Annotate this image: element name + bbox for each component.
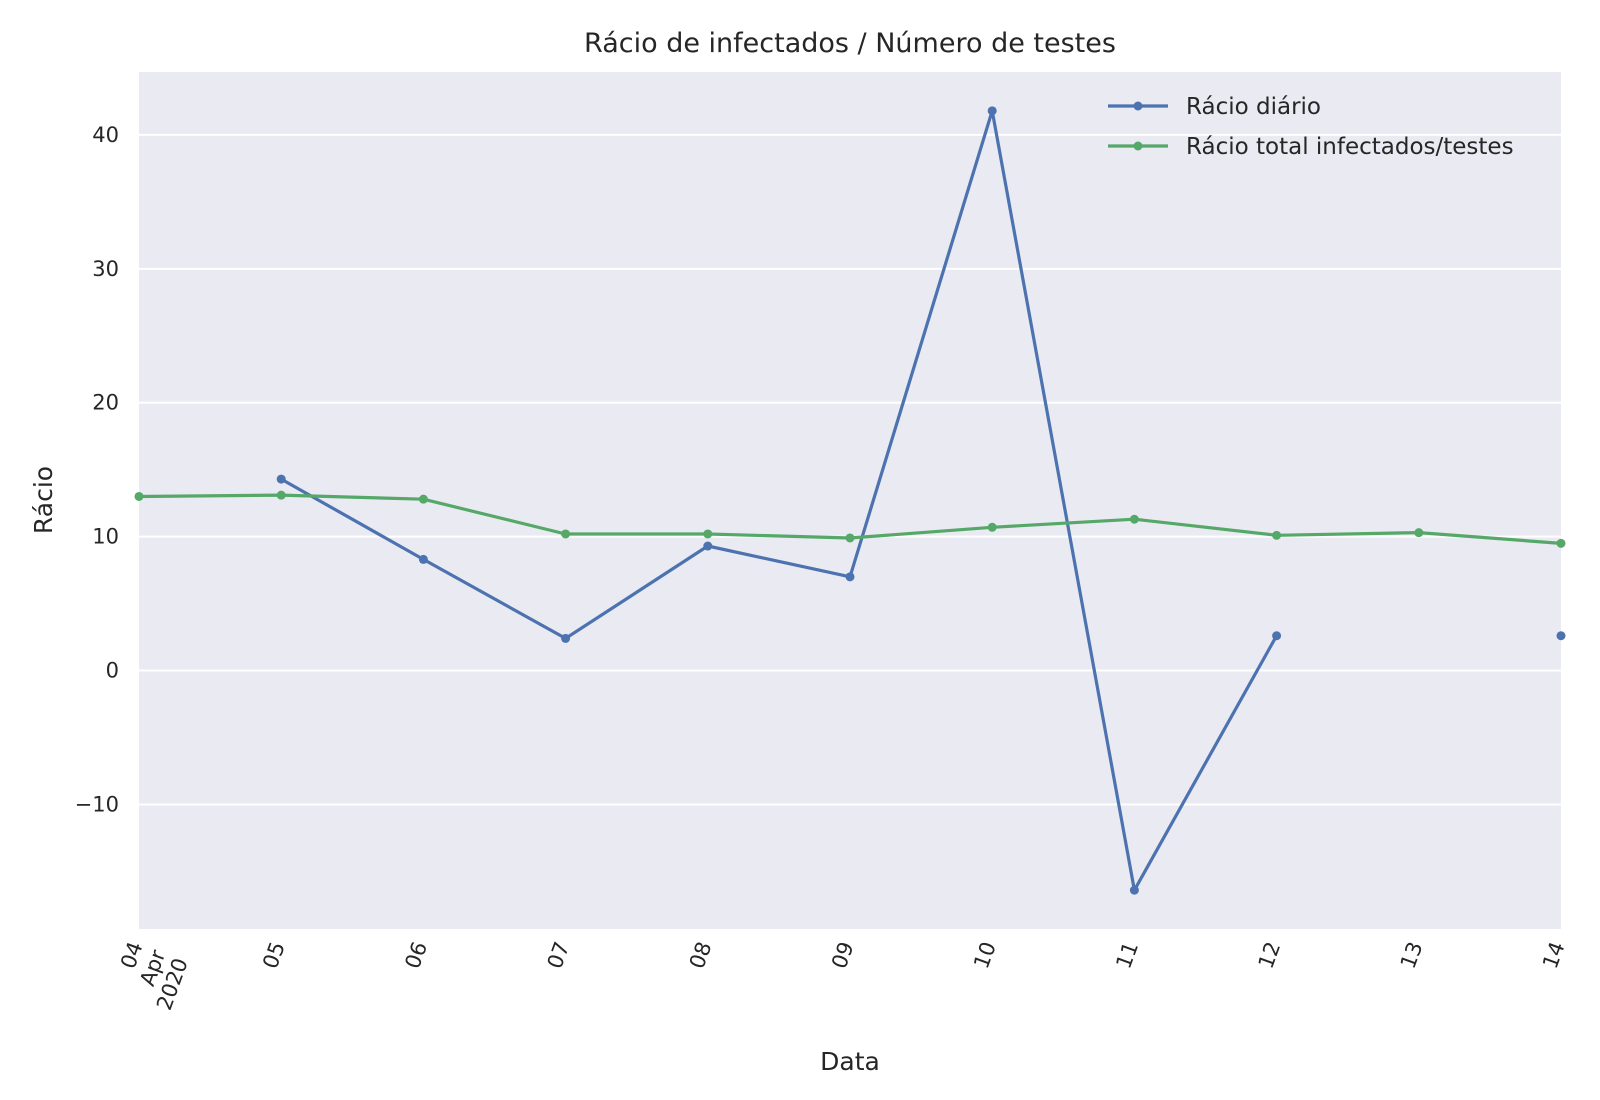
series-line bbox=[280, 109, 1278, 892]
y-tick-label: 20 bbox=[92, 391, 119, 415]
x-axis-label: Data bbox=[820, 1047, 880, 1076]
x-tick-text: 09 bbox=[827, 939, 859, 972]
x-tick-label: 05 bbox=[258, 939, 290, 972]
data-point bbox=[703, 529, 713, 539]
x-tick-label: 08 bbox=[685, 939, 717, 972]
y-tick-label: −10 bbox=[75, 792, 119, 816]
data-point bbox=[1272, 530, 1282, 540]
data-point bbox=[561, 529, 571, 539]
x-tick-label: 11 bbox=[1111, 939, 1143, 972]
y-axis-label: Rácio bbox=[29, 466, 58, 534]
data-point bbox=[1129, 514, 1139, 524]
data-point bbox=[1556, 631, 1566, 641]
y-tick-label: 10 bbox=[92, 525, 119, 549]
x-tick-text: 14 bbox=[1538, 939, 1570, 972]
x-tick-label: 09 bbox=[827, 939, 859, 972]
legend-entry: Rácio diário bbox=[1186, 94, 1321, 120]
x-tick-text: 10 bbox=[969, 939, 1001, 972]
data-point bbox=[845, 572, 855, 582]
legend: Rácio diário Rácio total infectados/teste… bbox=[1108, 94, 1514, 160]
legend-marker bbox=[1133, 141, 1143, 151]
data-point bbox=[703, 541, 713, 551]
x-tick-label: 12 bbox=[1254, 939, 1286, 972]
series-2 bbox=[134, 490, 1566, 548]
data-point bbox=[987, 522, 997, 532]
x-tick-label: 13 bbox=[1396, 939, 1428, 972]
data-point bbox=[987, 106, 997, 116]
data-point bbox=[276, 474, 286, 484]
legend-marker bbox=[1133, 101, 1143, 111]
data-point bbox=[1129, 885, 1139, 895]
series-layer bbox=[134, 106, 1566, 895]
x-tick-text: 05 bbox=[258, 939, 290, 972]
chart-title: Rácio de infectados / Número de testes bbox=[584, 28, 1116, 59]
data-point bbox=[276, 490, 286, 500]
data-point bbox=[418, 494, 428, 504]
y-tick-label: 40 bbox=[92, 123, 119, 147]
legend-entry: Rácio total infectados/testes bbox=[1186, 134, 1514, 160]
x-tick-text: 12 bbox=[1254, 939, 1286, 972]
data-point bbox=[1556, 538, 1566, 548]
data-point bbox=[1414, 528, 1424, 538]
x-tick-label: 07 bbox=[543, 939, 575, 972]
x-tick-label: 10 bbox=[969, 939, 1001, 972]
data-point bbox=[134, 491, 144, 501]
x-tick-text: 08 bbox=[685, 939, 717, 972]
x-tick-text: 13 bbox=[1396, 939, 1428, 972]
data-point bbox=[418, 554, 428, 564]
data-point bbox=[561, 633, 571, 643]
y-tick-label: 30 bbox=[92, 257, 119, 281]
data-point bbox=[845, 533, 855, 543]
x-tick-text: 11 bbox=[1111, 939, 1143, 972]
x-tick-text: 06 bbox=[400, 939, 432, 972]
x-tick-label: 06 bbox=[400, 939, 432, 972]
data-point bbox=[1272, 631, 1282, 641]
y-tick-label: 0 bbox=[106, 659, 119, 683]
series-1 bbox=[276, 106, 1566, 895]
y-axis: −10 0 10 20 30 40 bbox=[75, 123, 119, 817]
x-tick-label: 14 bbox=[1538, 939, 1570, 972]
plot-area bbox=[139, 72, 1561, 929]
x-tick-text: 07 bbox=[543, 939, 575, 972]
